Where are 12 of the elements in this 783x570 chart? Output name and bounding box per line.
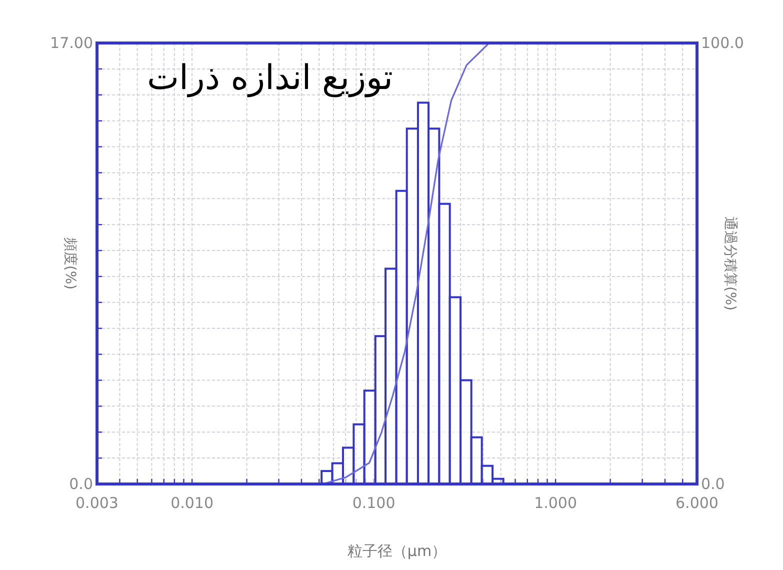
y2-tick-label: 0.0 (701, 475, 725, 493)
x-tick-label: 0.003 (76, 494, 118, 512)
x-tick-label: 0.100 (352, 494, 396, 512)
x-tick-label: 6.000 (676, 494, 718, 512)
y2-axis-title: 通過分積算(%) (722, 216, 738, 311)
y-axis-title: 頻度(%) (62, 237, 78, 290)
x-tick-label: 0.010 (170, 494, 214, 512)
text: توزیع اندازه ذرات (146, 58, 394, 98)
y2-tick-label: 100.0 (701, 34, 744, 52)
x-tick-label: 1.000 (534, 494, 578, 512)
y-tick-label: 17.00 (50, 34, 93, 52)
x-axis-title: 粒子径（μm） (347, 542, 447, 560)
